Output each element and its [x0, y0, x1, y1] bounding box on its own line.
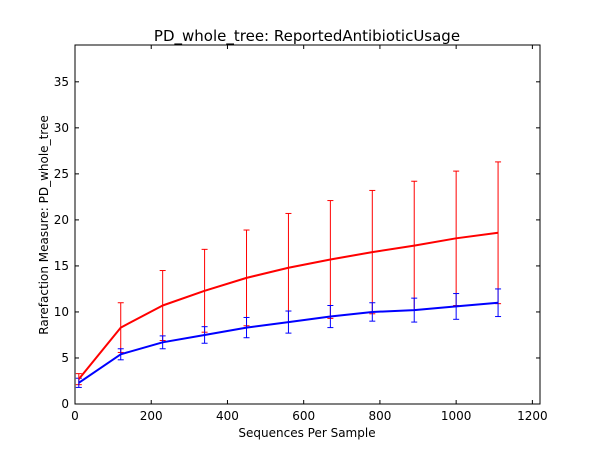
series-line-1	[78, 231, 499, 380]
x-tick-label: 1000	[441, 409, 472, 423]
y-tick-label: 0	[61, 397, 69, 411]
y-axis-label: Rarefaction Measure: PD_whole_tree	[37, 115, 51, 334]
series-line-2	[78, 301, 499, 384]
y-tick-label: 10	[54, 305, 69, 319]
plot-frame	[74, 44, 541, 405]
y-tick-label: 25	[54, 167, 69, 181]
y-tick-label: 30	[54, 121, 69, 135]
chart-title: PD_whole_tree: ReportedAntibioticUsage	[154, 27, 460, 46]
x-tick-label: 400	[216, 409, 239, 423]
plot-layer: 0 200 400 600 800 1000 1200 0 5 10 15 20 25 30 35	[54, 45, 548, 423]
y-tick-label: 35	[54, 75, 69, 89]
x-tick-label: 1200	[517, 409, 548, 423]
y-tick-label: 5	[61, 351, 69, 365]
x-axis-label: Sequences Per Sample	[238, 426, 375, 440]
y-tick-label: 15	[54, 259, 69, 273]
x-tick-label: 0	[71, 409, 79, 423]
x-tick-label: 800	[368, 409, 391, 423]
y-tick-label: 20	[54, 213, 69, 227]
x-tick-label: 200	[140, 409, 163, 423]
x-tick-label: 600	[292, 409, 315, 423]
